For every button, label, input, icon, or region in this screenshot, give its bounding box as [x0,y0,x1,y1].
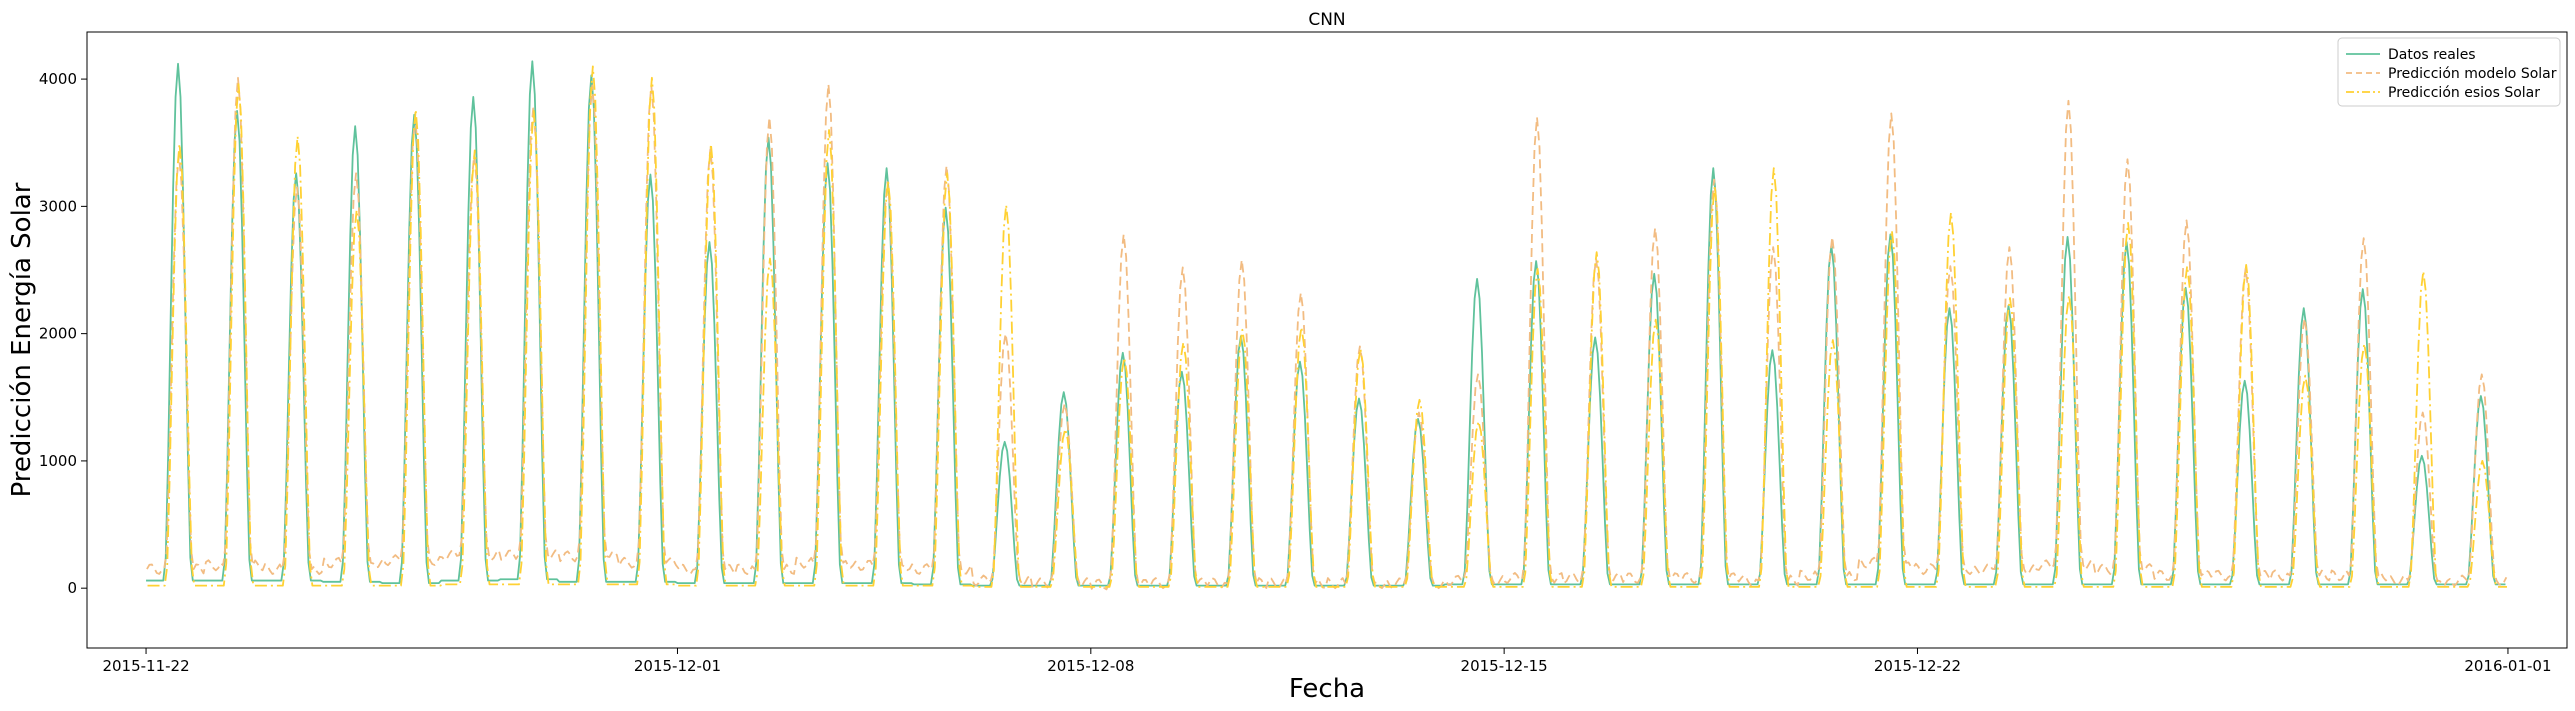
x-axis-label: Fecha [1289,674,1365,704]
legend-box [2337,37,2561,107]
series-line [146,76,2508,591]
series-line [147,65,2507,588]
x-tick-label: 2015-12-01 [634,657,721,675]
chart-title: CNN [1308,10,1345,30]
y-tick-label: 1000 [39,452,77,470]
series-line [146,60,2506,587]
x-tick-label: 2015-12-08 [1047,657,1134,675]
y-axis: 0 1000 2000 3000 4000 [39,70,87,597]
plot-frame [86,31,2568,649]
x-tick-label: 2015-11-22 [102,657,189,675]
series-layer [146,60,2508,591]
x-tick-label: 2016-01-01 [2464,657,2551,675]
y-tick-label: 2000 [39,325,77,343]
legend: Datos reales Predicción modelo Solar Predi… [2337,37,2561,107]
x-tick-label: 2015-12-22 [1874,657,1961,675]
y-tick-label: 4000 [39,70,77,88]
x-axis: 2015-11-22 2015-12-01 2015-12-08 2015-12-15… [102,648,2552,675]
legend-label: Predicción modelo Solar [2388,66,2557,82]
x-tick-label: 2015-12-15 [1461,657,1548,675]
legend-label: Predicción esios Solar [2388,85,2540,101]
y-axis-label: Predicción Energía Solar [7,182,37,497]
legend-label: Datos reales [2388,47,2476,63]
y-tick-label: 0 [67,579,77,597]
y-tick-label: 3000 [39,197,77,215]
